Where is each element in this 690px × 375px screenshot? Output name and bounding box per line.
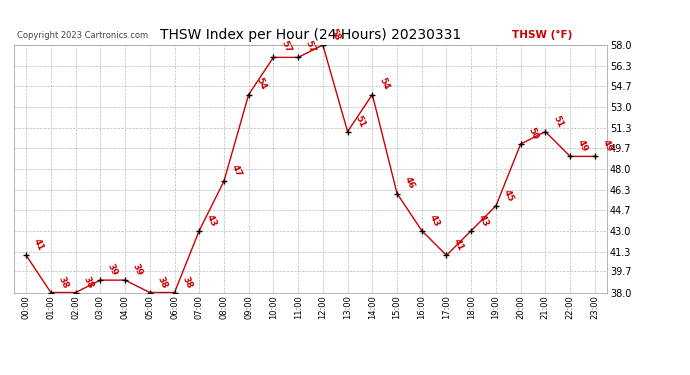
Text: 41: 41: [452, 237, 466, 253]
Text: 49: 49: [600, 138, 614, 154]
Text: 38: 38: [81, 274, 95, 290]
Text: 49: 49: [575, 138, 589, 154]
Text: 51: 51: [353, 114, 366, 129]
Text: Copyright 2023 Cartronics.com: Copyright 2023 Cartronics.com: [17, 31, 148, 40]
Text: 45: 45: [502, 188, 515, 203]
Text: 39: 39: [130, 262, 144, 278]
Text: 57: 57: [304, 39, 317, 55]
Text: 39: 39: [106, 262, 119, 278]
Text: 54: 54: [378, 76, 391, 92]
Text: 43: 43: [205, 213, 218, 228]
Text: 43: 43: [427, 213, 441, 228]
Text: 58: 58: [328, 27, 342, 42]
Text: 50: 50: [526, 126, 540, 141]
Text: 47: 47: [230, 163, 243, 178]
Title: THSW Index per Hour (24 Hours) 20230331: THSW Index per Hour (24 Hours) 20230331: [160, 28, 461, 42]
Text: 38: 38: [180, 274, 193, 290]
Text: 43: 43: [477, 213, 491, 228]
Text: 46: 46: [402, 176, 416, 191]
Text: 38: 38: [57, 274, 70, 290]
Text: 51: 51: [551, 114, 564, 129]
Text: 57: 57: [279, 39, 293, 55]
Text: THSW (°F): THSW (°F): [512, 30, 573, 40]
Text: 54: 54: [254, 76, 268, 92]
Text: 41: 41: [32, 237, 46, 253]
Text: 38: 38: [155, 274, 169, 290]
